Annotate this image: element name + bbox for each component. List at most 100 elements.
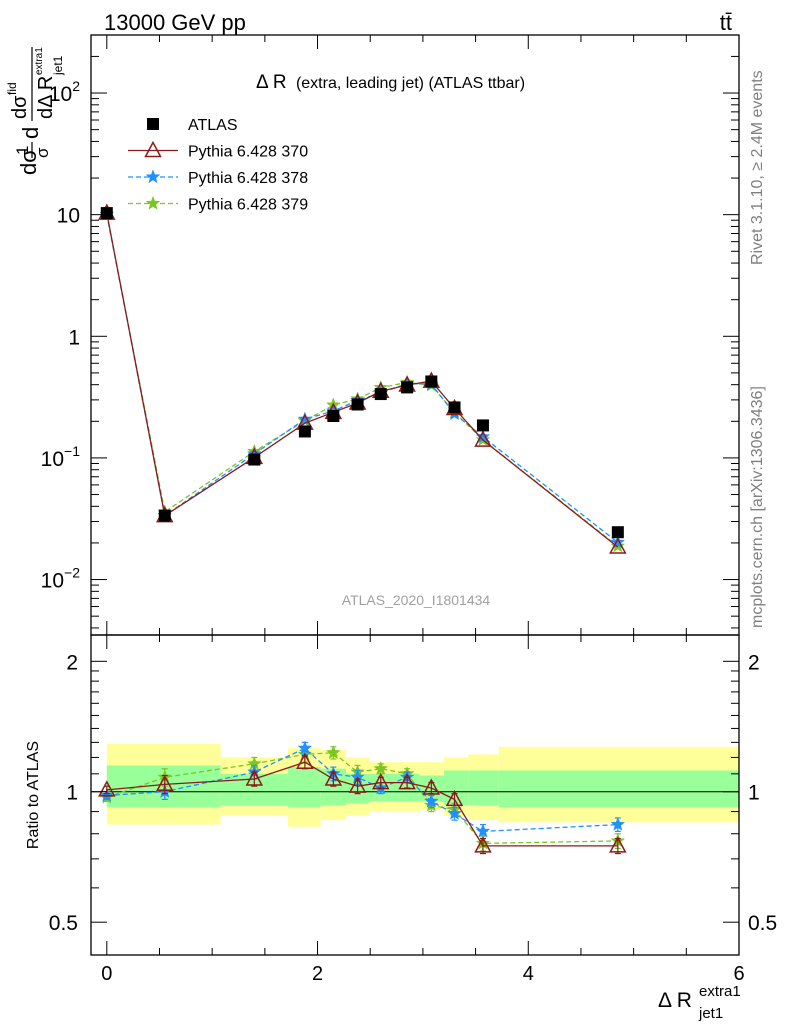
data-point — [348, 776, 367, 793]
data-point — [248, 453, 261, 466]
main-x-axis — [106, 35, 740, 635]
energy-label: 13000 GeV pp — [104, 10, 246, 35]
legend-label: Pythia 6.428 379 — [188, 197, 308, 214]
data-point — [351, 398, 364, 411]
y-tick-label: 102 — [49, 78, 80, 106]
analysis-watermark: ATLAS_2020_I1801434 — [342, 592, 491, 608]
legend: ATLAS Pythia 6.428 370 Pythia 6.428 378 Pyt… — [128, 117, 308, 214]
data-point — [327, 410, 340, 423]
data-point — [297, 740, 313, 755]
series-pythia-6-428-379 — [99, 206, 626, 553]
data-point — [100, 207, 113, 220]
data-point — [474, 836, 492, 853]
data-point — [610, 534, 626, 549]
data-point — [374, 388, 387, 401]
data-point — [324, 769, 343, 786]
data-point — [611, 526, 624, 539]
ylabel-dden-sup: extra1 — [34, 47, 45, 75]
data-point — [445, 789, 464, 807]
data-point — [245, 769, 264, 786]
data-point — [156, 774, 174, 792]
legend-entry: Pythia 6.428 379 — [128, 195, 308, 214]
ratio-series-line — [106, 752, 618, 845]
process-label: tt̄ — [720, 10, 732, 35]
data-point — [147, 118, 159, 130]
ratio-y-tick-label: 2 — [66, 651, 78, 674]
main-y-axis-label: dσ 1 σ d dσ fid dΔ R jet1 extra1 — [5, 47, 65, 175]
legend-label: ATLAS — [188, 117, 238, 134]
y-tick-label: 10−1 — [41, 443, 81, 471]
ratio-y-tick-label-right: 0.5 — [748, 912, 777, 935]
series-line — [106, 214, 619, 547]
plot-title-rest: (extra, leading jet) (ATLAS ttbar) — [296, 75, 525, 92]
legend-entry: ATLAS — [147, 117, 238, 134]
data-point — [145, 169, 161, 184]
series-line — [106, 213, 619, 543]
y-tick-label: 10−2 — [41, 565, 81, 593]
data-point — [298, 425, 311, 438]
data-point — [475, 823, 491, 838]
stat-band — [443, 770, 469, 806]
ylabel-dnum: dσ — [9, 95, 31, 119]
data-point — [98, 780, 116, 797]
ratio-frame — [90, 634, 740, 956]
ylabel-frac-num: 1 — [13, 146, 32, 155]
ylabel-dnum-sup: fid — [5, 82, 19, 95]
ratio-series-layer — [98, 740, 627, 855]
data-point — [425, 375, 438, 388]
ratio-y-tick-label: 0.5 — [49, 912, 78, 935]
ratio-panel: 0.5 0.5 1 1 2 2 0 2 4 6 — [49, 634, 777, 985]
data-point — [372, 772, 390, 790]
ratio-y-tick-label-right: 1 — [748, 782, 760, 805]
rivet-note: Rivet 3.1.10, ≥ 2.4M events — [749, 70, 766, 265]
y-tick-label: 1 — [68, 326, 80, 349]
x-tick-label: 0 — [101, 963, 112, 985]
main-panel: 10−2 10−1 1 10 102 Δ R (extra, leading jet) … — [41, 34, 740, 636]
data-point — [401, 381, 414, 394]
data-point — [448, 401, 461, 414]
ratio-y-tick-label: 1 — [66, 782, 78, 805]
main-y-axis: 10−2 10−1 1 10 102 — [41, 34, 739, 629]
data-point — [297, 411, 313, 426]
ratio-series-line — [106, 761, 618, 847]
x-axis-label-sub: jet1 — [698, 1005, 723, 1022]
data-point — [144, 140, 162, 158]
legend-label: Pythia 6.428 378 — [188, 170, 308, 187]
x-axis-label-sup: extra1 — [699, 983, 741, 1000]
data-point — [476, 419, 489, 432]
series-pythia-6-428-378 — [99, 206, 626, 549]
data-point — [424, 793, 439, 808]
stat-band — [468, 770, 499, 806]
legend-entry: Pythia 6.428 378 — [128, 169, 308, 187]
plot-title-main: Δ R — [256, 72, 287, 93]
data-point — [422, 778, 441, 795]
data-point — [474, 430, 492, 447]
main-series-layer — [98, 203, 627, 554]
data-point — [145, 195, 161, 210]
data-point — [158, 509, 171, 522]
stat-band — [498, 770, 739, 808]
series-atlas — [100, 207, 624, 539]
x-axis-label-main: Δ R — [658, 989, 692, 1012]
x-tick-label: 2 — [312, 963, 323, 985]
x-tick-label: 6 — [733, 963, 744, 985]
data-point — [447, 805, 462, 820]
stat-band — [288, 767, 321, 808]
data-point — [296, 752, 314, 769]
legend-entry: Pythia 6.428 370 — [128, 140, 308, 161]
ylabel-dden: dΔ R — [35, 76, 57, 119]
ylabel-frac-den: σ — [33, 147, 52, 158]
data-point — [609, 537, 627, 554]
ratio-x-axis: 0 2 4 6 — [101, 635, 745, 985]
data-point — [373, 760, 389, 775]
data-point — [99, 787, 115, 802]
ratio-series-pythia-6-428-370 — [98, 752, 627, 855]
ratio-series-line — [106, 747, 618, 833]
data-point — [326, 745, 341, 760]
ratio-y-axis-label: Ratio to ATLAS — [25, 741, 42, 849]
series-line — [106, 212, 619, 548]
data-point — [610, 816, 626, 831]
ratio-uncertainty-bands — [106, 743, 739, 827]
ylabel-d-left: dσ — [16, 149, 41, 175]
